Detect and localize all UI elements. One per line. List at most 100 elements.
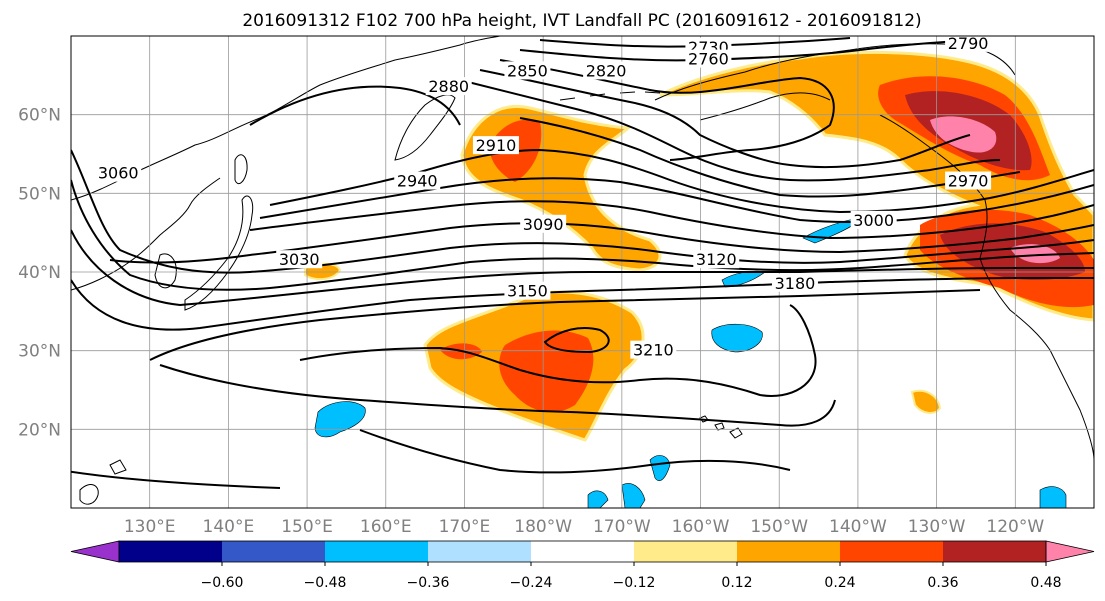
ivt-negative-shading — [314, 217, 1067, 508]
contour-label-bg — [771, 273, 818, 292]
contour-2850 — [479, 69, 971, 169]
contour-label: 3000 — [853, 211, 894, 230]
ivt-shade-alaska-peak — [930, 116, 997, 153]
height-contours — [71, 37, 1094, 489]
contour-3030 — [109, 222, 1094, 264]
colorbar-swatch — [325, 541, 429, 562]
contour-label-bg — [504, 281, 551, 300]
colorbar-tick-label: 0.48 — [1030, 575, 1061, 591]
coastline-korea — [154, 253, 177, 289]
contour-label-bg — [520, 214, 567, 233]
contour-label: 2910 — [476, 136, 517, 155]
lon-tick-label: 160°W — [672, 517, 730, 537]
longitude-tick-labels: 130°E 140°E 150°E 160°E 170°E 180°W 170°W 160°W… — [124, 517, 1045, 537]
coastline-japan — [184, 195, 254, 311]
colorbar-swatch — [531, 541, 635, 562]
contour-label: 3210 — [633, 341, 674, 360]
colorbar-tick-label: −0.36 — [407, 575, 450, 591]
lat-tick-label: 30°N — [18, 342, 61, 362]
contour-label: 2790 — [948, 34, 989, 53]
contour-3000 — [249, 200, 1094, 240]
ivt-positive-shading — [304, 50, 1094, 442]
colorbar-extend-low — [70, 540, 120, 563]
colorbar-swatch — [840, 541, 944, 562]
lat-tick-label: 40°N — [18, 263, 61, 283]
contour-label-bg — [945, 36, 992, 52]
coastline-north-america — [879, 114, 1094, 461]
lon-tick-label: 150°W — [750, 517, 808, 537]
colorbar-tick-label: −0.24 — [510, 575, 553, 591]
contour-label-bg — [583, 61, 630, 80]
contour-label-bg — [945, 171, 992, 190]
ivt-neg-patch-1 — [314, 401, 366, 438]
ivt-shade-small-east — [910, 389, 942, 414]
contour-label-bg — [472, 136, 519, 155]
contour-label: 3150 — [507, 282, 548, 301]
colorbar-tick-label: −0.12 — [613, 575, 656, 591]
colorbar-tick-label: 0.24 — [824, 575, 855, 591]
colorbar-swatch — [222, 541, 326, 562]
coastline-kamchatka — [394, 94, 456, 161]
lon-tick-label: 120°W — [986, 517, 1044, 537]
ivt-neg-patch-7 — [621, 483, 646, 508]
lon-tick-label: 150°E — [281, 517, 333, 537]
contour-label: 3180 — [775, 274, 816, 293]
contour-label: 3090 — [523, 215, 564, 234]
lon-tick-label: 170°E — [439, 517, 491, 537]
coastline-sakhalin — [234, 154, 248, 185]
contour-3120-south — [71, 470, 281, 489]
colorbar-extend-high — [1045, 540, 1095, 563]
lon-tick-label: 160°E — [360, 517, 412, 537]
contour-3180-south — [159, 364, 836, 427]
contour-2820 — [499, 59, 835, 161]
ivt-neg-patch-8 — [1039, 486, 1067, 508]
colorbar: −0.60 −0.48 −0.36 −0.24 −0.12 0.12 0.24 0.36 0.4… — [70, 540, 1095, 591]
contour-3090 — [71, 179, 1094, 291]
contour-2880 — [459, 79, 1001, 182]
lon-tick-label: 170°W — [593, 517, 651, 537]
contour-3150 — [71, 277, 1094, 331]
colorbar-tick-label: −0.60 — [201, 575, 244, 591]
colorbar-tick-label: −0.48 — [304, 575, 347, 591]
coastline-asia-east — [71, 177, 221, 291]
contour-label-bg — [630, 340, 677, 359]
contour-3120 — [71, 229, 1094, 307]
lon-tick-label: 180°W — [514, 517, 572, 537]
contour-3210-inner — [543, 327, 610, 354]
colorbar-swatch — [943, 541, 1047, 562]
lat-tick-label: 60°N — [18, 106, 61, 126]
colorbar-frame — [118, 540, 1047, 563]
contour-label-bg — [685, 49, 732, 68]
contour-label-bg — [850, 210, 897, 229]
contour-3210-outer — [299, 304, 817, 397]
colorbar-tick-label: 0.12 — [721, 575, 752, 591]
coastline-alaska-peninsula — [699, 92, 831, 121]
contour-2910-a — [249, 85, 461, 126]
map-frame — [70, 35, 1095, 509]
contour-label-bg — [504, 61, 551, 80]
contour-2970 — [259, 177, 1094, 223]
contour-label: 2760 — [688, 50, 729, 69]
contour-label-bg — [276, 250, 323, 269]
contour-label: 3030 — [279, 250, 320, 269]
contour-label-bg — [693, 250, 740, 269]
lon-tick-label: 140°E — [203, 517, 255, 537]
contour-label: 2940 — [397, 172, 438, 191]
figure-title: 2016091312 F102 700 hPa height, IVT Land… — [242, 11, 921, 31]
contour-3180 — [149, 289, 981, 361]
colorbar-swatch — [119, 541, 223, 562]
coastline-philippines — [79, 459, 127, 505]
contour-label: 2880 — [428, 77, 469, 96]
contour-label: 2850 — [507, 61, 548, 80]
ivt-neg-patch-2 — [711, 323, 763, 353]
ivt-shade-westcoast-peak — [1010, 244, 1060, 264]
lon-tick-label: 130°E — [124, 517, 176, 537]
lon-tick-label: 140°W — [829, 517, 887, 537]
ivt-neg-patch-6 — [587, 490, 609, 508]
contour-3150-south — [359, 429, 791, 474]
colorbar-tick-label: 0.36 — [927, 575, 958, 591]
contour-label-bg — [394, 171, 441, 190]
contour-label: 2970 — [948, 172, 989, 191]
